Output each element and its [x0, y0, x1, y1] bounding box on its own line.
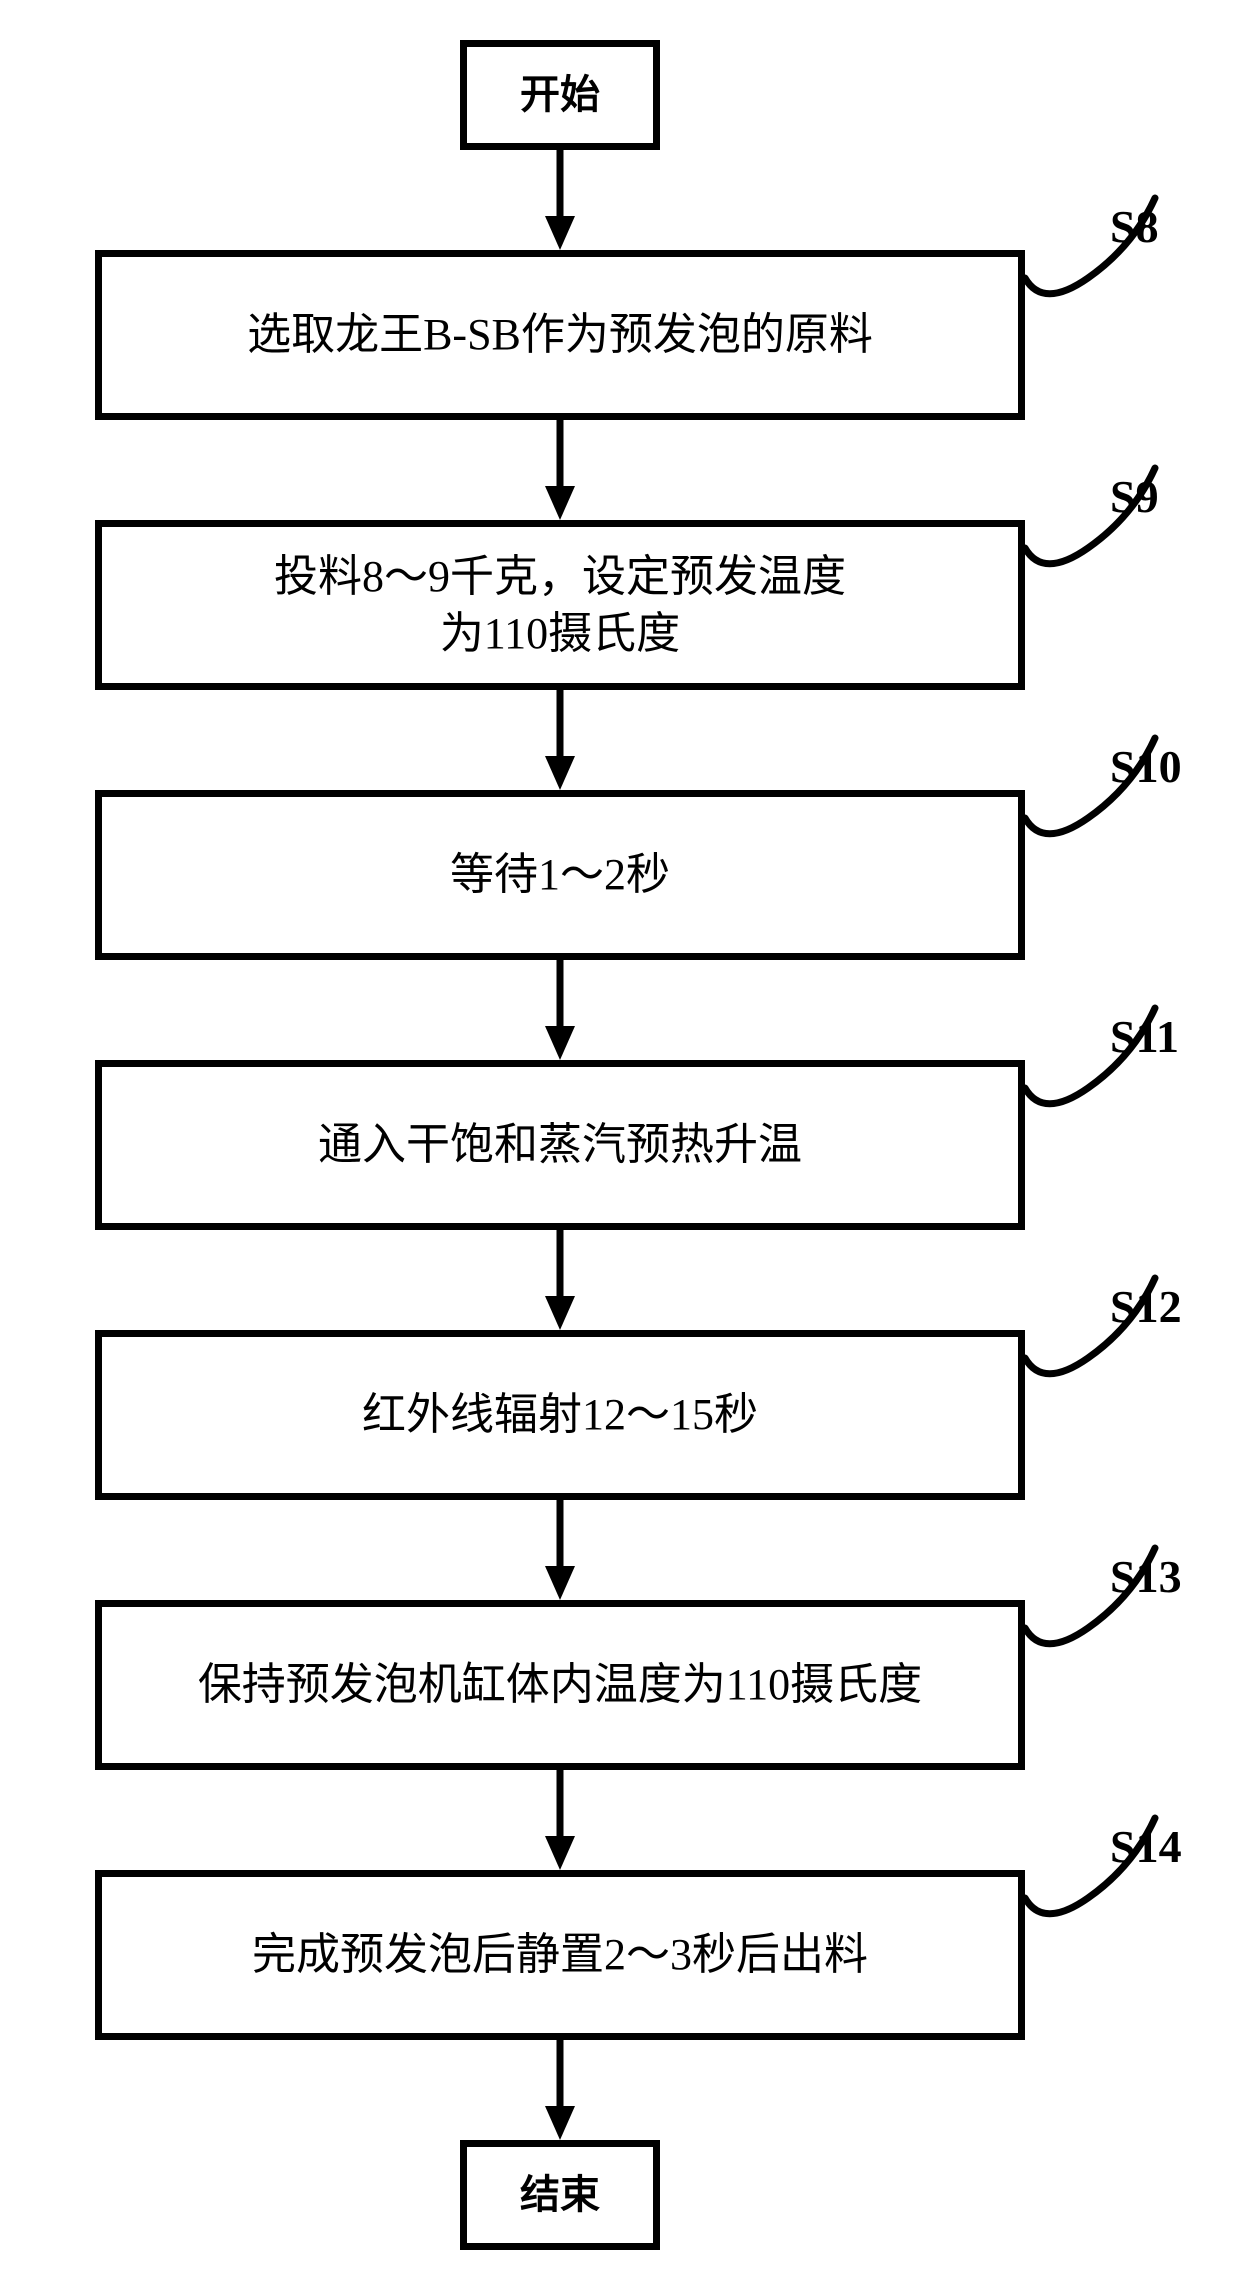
step-label-s12: S12	[1110, 1280, 1182, 1333]
step-label-s13: S13	[1110, 1550, 1182, 1603]
step-label-s10: S10	[1110, 740, 1182, 793]
arrowhead-s11-s12	[545, 1296, 575, 1330]
arrowhead-s10-s11	[545, 1026, 575, 1060]
step-label-s8: S8	[1110, 200, 1159, 253]
flowchart-node-start: 开始	[460, 40, 660, 150]
flowchart-canvas: 开始选取龙王B-SB作为预发泡的原料 S8 投料8～9千克，设定预发温度 为110摄…	[0, 0, 1240, 2281]
flowchart-node-s10: 等待1～2秒	[95, 790, 1025, 960]
arrowhead-s12-s13	[545, 1566, 575, 1600]
arrowhead-s9-s10	[545, 756, 575, 790]
step-label-s9: S9	[1110, 470, 1159, 523]
step-label-s14: S14	[1110, 1820, 1182, 1873]
arrowhead-s8-s9	[545, 486, 575, 520]
arrowhead-s14-end	[545, 2106, 575, 2140]
flowchart-node-s12: 红外线辐射12～15秒	[95, 1330, 1025, 1500]
flowchart-node-s13: 保持预发泡机缸体内温度为110摄氏度	[95, 1600, 1025, 1770]
flowchart-node-end: 结束	[460, 2140, 660, 2250]
arrowhead-start-s8	[545, 216, 575, 250]
flowchart-node-s11: 通入干饱和蒸汽预热升温	[95, 1060, 1025, 1230]
step-label-s11: S11	[1110, 1010, 1179, 1063]
flowchart-node-s9: 投料8～9千克，设定预发温度 为110摄氏度	[95, 520, 1025, 690]
flowchart-node-s8: 选取龙王B-SB作为预发泡的原料	[95, 250, 1025, 420]
arrowhead-s13-s14	[545, 1836, 575, 1870]
flowchart-node-s14: 完成预发泡后静置2～3秒后出料	[95, 1870, 1025, 2040]
